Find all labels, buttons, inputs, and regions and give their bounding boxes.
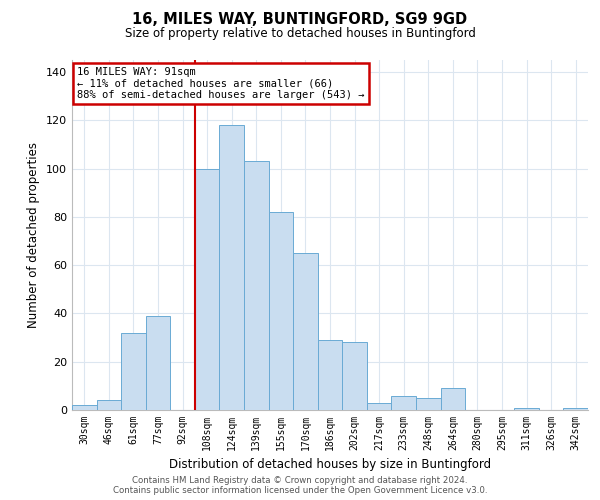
Bar: [121, 333, 146, 410]
Bar: [440, 388, 465, 410]
Bar: [146, 316, 170, 410]
Bar: [293, 253, 318, 410]
Bar: [563, 408, 588, 410]
Text: Contains HM Land Registry data © Crown copyright and database right 2024.: Contains HM Land Registry data © Crown c…: [132, 476, 468, 485]
Bar: [244, 162, 269, 410]
Bar: [318, 340, 342, 410]
Bar: [269, 212, 293, 410]
Text: Contains public sector information licensed under the Open Government Licence v3: Contains public sector information licen…: [113, 486, 487, 495]
X-axis label: Distribution of detached houses by size in Buntingford: Distribution of detached houses by size …: [169, 458, 491, 471]
Bar: [72, 405, 97, 410]
Text: 16 MILES WAY: 91sqm
← 11% of detached houses are smaller (66)
88% of semi-detach: 16 MILES WAY: 91sqm ← 11% of detached ho…: [77, 67, 365, 100]
Bar: [416, 398, 440, 410]
Text: Size of property relative to detached houses in Buntingford: Size of property relative to detached ho…: [125, 28, 475, 40]
Bar: [391, 396, 416, 410]
Bar: [342, 342, 367, 410]
Bar: [514, 408, 539, 410]
Bar: [220, 125, 244, 410]
Bar: [195, 168, 220, 410]
Bar: [367, 403, 391, 410]
Text: 16, MILES WAY, BUNTINGFORD, SG9 9GD: 16, MILES WAY, BUNTINGFORD, SG9 9GD: [133, 12, 467, 28]
Bar: [97, 400, 121, 410]
Y-axis label: Number of detached properties: Number of detached properties: [28, 142, 40, 328]
